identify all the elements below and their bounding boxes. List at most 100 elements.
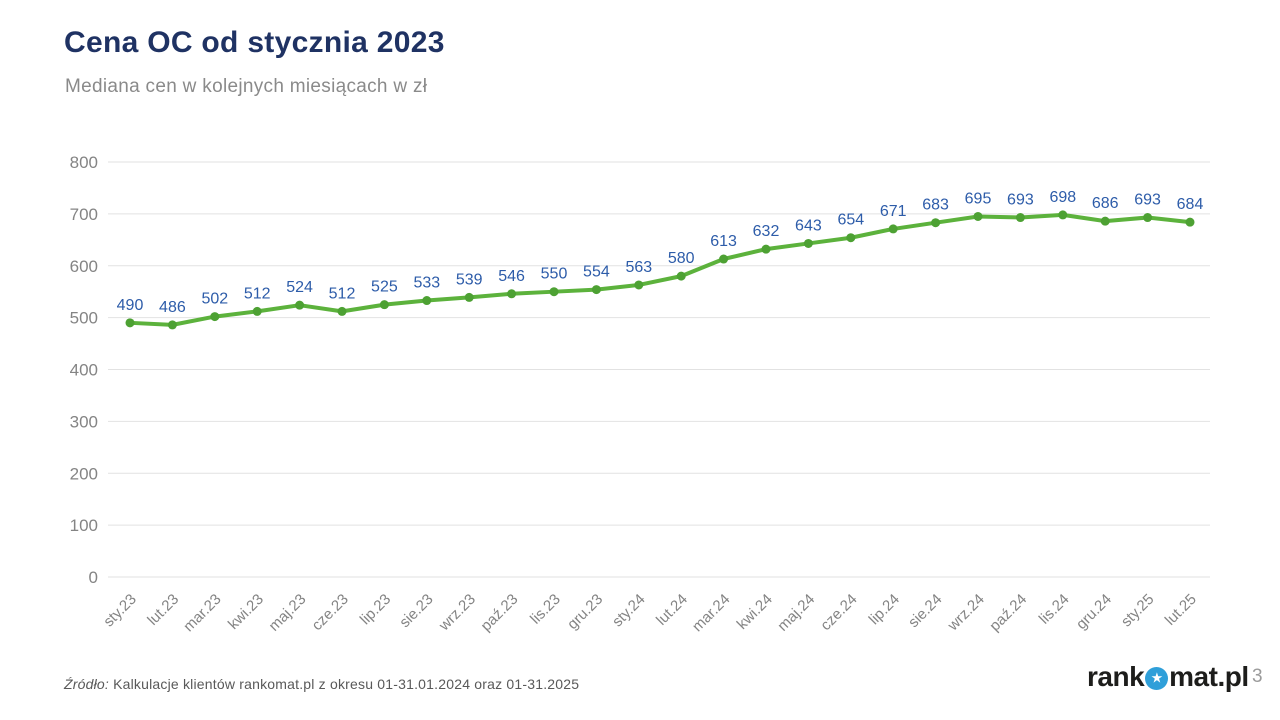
data-value-label: 643 bbox=[795, 217, 822, 234]
x-tick-label: kwi.24 bbox=[734, 591, 776, 633]
y-tick-label: 500 bbox=[70, 309, 98, 328]
data-value-label: 512 bbox=[329, 285, 356, 302]
data-value-label: 580 bbox=[668, 250, 695, 267]
source-note: Źródło: Kalkulacje klientów rankomat.pl … bbox=[64, 676, 579, 692]
x-tick-label: sty.25 bbox=[1118, 591, 1158, 631]
data-value-label: 525 bbox=[371, 279, 398, 296]
data-value-label: 632 bbox=[753, 223, 780, 240]
data-value-label: 654 bbox=[837, 212, 864, 229]
data-point bbox=[422, 296, 432, 306]
data-point bbox=[252, 306, 262, 316]
data-value-label: 539 bbox=[456, 271, 483, 288]
x-tick-label: lip.23 bbox=[357, 591, 394, 628]
y-tick-label: 200 bbox=[70, 464, 98, 483]
data-value-label: 693 bbox=[1007, 192, 1034, 209]
data-point bbox=[1185, 217, 1195, 227]
x-tick-label: wrz.24 bbox=[944, 591, 988, 635]
data-point bbox=[761, 244, 771, 254]
x-tick-label: sty.23 bbox=[100, 591, 140, 631]
x-tick-label: maj.24 bbox=[774, 591, 818, 635]
data-point bbox=[337, 306, 347, 316]
logo-text-left: rank bbox=[1087, 661, 1145, 692]
x-tick-label: lis.24 bbox=[1036, 591, 1073, 628]
x-tick-label: gru.23 bbox=[564, 591, 606, 633]
x-tick-label: maj.23 bbox=[266, 591, 310, 635]
y-tick-label: 400 bbox=[70, 361, 98, 380]
data-point bbox=[973, 211, 983, 221]
data-point bbox=[719, 254, 729, 264]
data-value-label: 486 bbox=[159, 299, 186, 316]
data-point bbox=[1058, 210, 1068, 220]
data-value-label: 554 bbox=[583, 264, 610, 281]
data-point bbox=[295, 300, 305, 310]
data-value-label: 512 bbox=[244, 285, 271, 302]
x-tick-label: kwi.23 bbox=[225, 591, 267, 633]
data-value-label: 698 bbox=[1049, 189, 1076, 206]
star-icon: ★ bbox=[1150, 669, 1164, 686]
page-subtitle: Mediana cen w kolejnych miesiącach w zł bbox=[65, 76, 428, 97]
data-value-label: 686 bbox=[1092, 195, 1119, 212]
x-tick-label: gru.24 bbox=[1073, 591, 1115, 633]
data-point bbox=[888, 224, 898, 234]
data-value-label: 695 bbox=[965, 190, 992, 207]
data-point bbox=[1015, 213, 1025, 223]
data-point bbox=[846, 233, 856, 243]
data-point bbox=[507, 289, 517, 299]
x-tick-label: lut.25 bbox=[1162, 591, 1200, 629]
data-point bbox=[591, 285, 601, 295]
rankomat-logo: rank ★ mat.pl bbox=[1087, 661, 1249, 693]
x-tick-label: mar.23 bbox=[180, 591, 224, 635]
x-tick-label: paź.24 bbox=[986, 591, 1030, 635]
x-tick-label: lis.23 bbox=[527, 591, 564, 628]
data-value-label: 524 bbox=[286, 279, 313, 296]
y-tick-label: 600 bbox=[70, 257, 98, 276]
data-value-label: 490 bbox=[117, 297, 144, 314]
x-tick-label: wrz.23 bbox=[435, 591, 479, 635]
data-point bbox=[379, 300, 389, 310]
x-tick-label: sie.24 bbox=[905, 591, 945, 631]
data-value-label: 683 bbox=[922, 197, 949, 214]
data-value-label: 684 bbox=[1177, 196, 1204, 213]
x-tick-label: sie.23 bbox=[396, 591, 436, 631]
data-value-label: 502 bbox=[201, 291, 228, 308]
y-tick-label: 700 bbox=[70, 205, 98, 224]
x-tick-label: sty.24 bbox=[609, 591, 649, 631]
data-value-label: 533 bbox=[413, 275, 440, 292]
data-value-label: 693 bbox=[1134, 192, 1161, 209]
data-value-label: 563 bbox=[625, 259, 652, 276]
y-tick-label: 100 bbox=[70, 516, 98, 535]
x-tick-label: paź.23 bbox=[478, 591, 522, 635]
data-value-label: 613 bbox=[710, 233, 737, 250]
x-tick-label: cze.23 bbox=[309, 591, 352, 634]
data-value-label: 546 bbox=[498, 268, 525, 285]
x-tick-label: cze.24 bbox=[817, 591, 860, 634]
page-title: Cena OC od stycznia 2023 bbox=[64, 26, 445, 59]
y-tick-label: 0 bbox=[89, 568, 98, 587]
data-point bbox=[125, 318, 135, 328]
data-point bbox=[1143, 213, 1153, 223]
rankomat-logo-o-icon: ★ bbox=[1145, 666, 1169, 690]
data-point bbox=[676, 271, 686, 281]
data-point bbox=[931, 218, 941, 228]
data-point bbox=[167, 320, 177, 330]
x-tick-label: lut.23 bbox=[144, 591, 182, 629]
price-line bbox=[128, 212, 1192, 327]
x-tick-label: lut.24 bbox=[653, 591, 691, 629]
data-point bbox=[634, 280, 644, 290]
data-value-label: 550 bbox=[541, 266, 568, 283]
y-tick-label: 300 bbox=[70, 412, 98, 431]
data-point bbox=[549, 287, 559, 297]
x-tick-label: mar.24 bbox=[689, 591, 733, 635]
logo-text-right: mat.pl bbox=[1169, 661, 1249, 692]
data-value-label: 671 bbox=[880, 203, 907, 220]
data-point bbox=[803, 238, 813, 248]
x-tick-label: lip.24 bbox=[866, 591, 903, 628]
source-label: Źródło: bbox=[64, 676, 109, 692]
data-point bbox=[1100, 216, 1110, 226]
data-point bbox=[210, 312, 220, 322]
page-number: 3 bbox=[1252, 666, 1263, 687]
data-point bbox=[464, 292, 474, 302]
source-text: Kalkulacje klientów rankomat.pl z okresu… bbox=[108, 676, 580, 692]
y-tick-label: 800 bbox=[70, 153, 98, 172]
